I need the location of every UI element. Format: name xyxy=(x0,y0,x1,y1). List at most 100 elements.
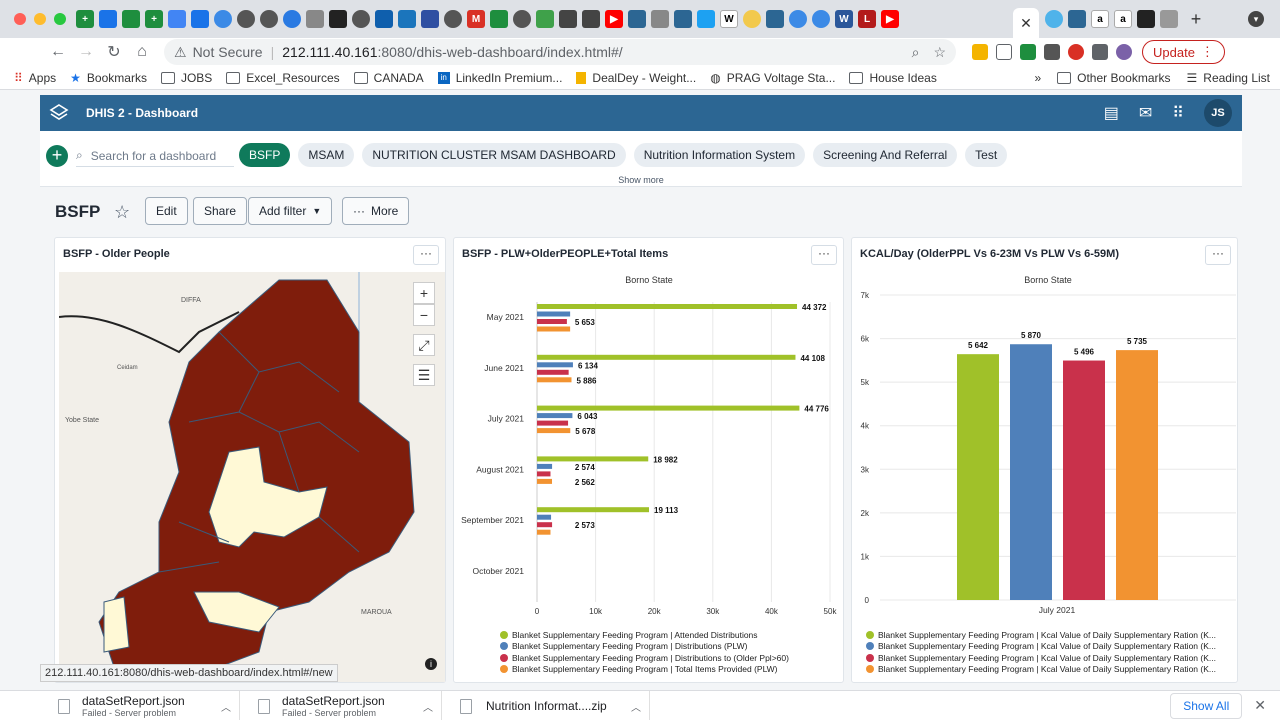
tab-gmail-icon[interactable]: M xyxy=(467,10,485,28)
tab-media-icon[interactable] xyxy=(1137,10,1155,28)
chip-screening[interactable]: Screening And Referral xyxy=(813,143,958,167)
new-tab-icon[interactable]: + xyxy=(1190,8,1202,29)
messages-icon[interactable]: ▤ xyxy=(1103,105,1119,122)
legend-item[interactable]: Blanket Supplementary Feeding Program | … xyxy=(500,664,789,676)
legend-item[interactable]: Blanket Supplementary Feeding Program | … xyxy=(500,629,789,641)
address-bar[interactable]: ⚠ Not Secure | 212.111.40.161:8080/dhis-… xyxy=(164,39,956,65)
mail-icon[interactable]: ✉ xyxy=(1138,105,1153,122)
extension-icon[interactable] xyxy=(972,44,988,60)
reload-icon[interactable]: ↻ xyxy=(107,44,121,61)
bookmark-canada[interactable]: CANADA xyxy=(353,71,424,85)
download-item[interactable]: dataSetReport.json Failed - Server proble… xyxy=(0,690,240,720)
update-button[interactable]: Update ⋮ xyxy=(1142,40,1225,64)
extension-icon[interactable] xyxy=(1068,44,1084,60)
bookmark-dealdey[interactable]: DealDey - Weight... xyxy=(576,71,696,85)
card-menu-button[interactable]: ··· xyxy=(811,245,837,265)
chevron-up-icon[interactable]: ︿ xyxy=(423,702,433,714)
more-button[interactable]: ··· More xyxy=(342,197,410,225)
tab-docs-icon[interactable] xyxy=(168,10,186,28)
tab-leaf-icon[interactable] xyxy=(536,10,554,28)
tab-app-icon[interactable] xyxy=(398,10,416,28)
download-item[interactable]: dataSetReport.json Failed - Server proble… xyxy=(240,690,442,720)
fullscreen-icon[interactable]: ⤢ xyxy=(413,334,435,356)
tab-sun-icon[interactable] xyxy=(743,10,761,28)
tab-word-icon[interactable]: W xyxy=(835,10,853,28)
map-canvas[interactable]: DIFFA Yobe State Ceidam MAROUA + − ⤢ ☰ i xyxy=(59,272,445,682)
tab-file-icon[interactable] xyxy=(191,10,209,28)
tab-dhis-icon[interactable] xyxy=(674,10,692,28)
tab-flag-icon[interactable] xyxy=(421,10,439,28)
tab-text-icon[interactable] xyxy=(306,10,324,28)
tab-circle-icon[interactable] xyxy=(1045,10,1063,28)
extension-icon[interactable] xyxy=(1020,44,1036,60)
bookmark-linkedin[interactable]: in LinkedIn Premium... xyxy=(437,71,562,85)
star-icon[interactable]: ☆ xyxy=(114,202,131,222)
tab-amazon-icon[interactable]: a xyxy=(1091,10,1109,28)
share-button[interactable]: Share xyxy=(193,197,248,225)
tab-outlook-icon[interactable] xyxy=(375,10,393,28)
legend-item[interactable]: Blanket Supplementary Feeding Program | … xyxy=(866,664,1216,676)
edit-button[interactable]: Edit xyxy=(145,197,188,225)
tab-wikipedia-icon[interactable]: W xyxy=(720,10,738,28)
tab-globe-icon[interactable] xyxy=(237,10,255,28)
bookmark-bookmarks[interactable]: ★ Bookmarks xyxy=(70,71,147,85)
tab-globe-icon[interactable] xyxy=(513,10,531,28)
legend-item[interactable]: Blanket Supplementary Feeding Program | … xyxy=(866,652,1216,664)
tab-docs-icon[interactable] xyxy=(99,10,117,28)
chevron-up-icon[interactable]: ︿ xyxy=(221,702,231,714)
search-input[interactable]: Search for a dashboard xyxy=(90,148,217,163)
minimize-window-button[interactable] xyxy=(34,13,46,25)
tab-globe-icon[interactable] xyxy=(260,10,278,28)
chip-msam[interactable]: MSAM xyxy=(298,143,355,167)
back-icon[interactable]: ← xyxy=(50,43,66,60)
tab-cloud-icon[interactable] xyxy=(812,10,830,28)
tab-sheets-icon[interactable]: + xyxy=(76,10,94,28)
home-icon[interactable]: ⌂ xyxy=(137,43,147,60)
tab-youtube-icon[interactable]: ▶ xyxy=(881,10,899,28)
tab-globe-icon[interactable] xyxy=(444,10,462,28)
tab-media-icon[interactable] xyxy=(329,10,347,28)
reading-list[interactable]: ☰ Reading List xyxy=(1187,71,1270,85)
forward-icon[interactable]: → xyxy=(78,43,94,60)
zoom-out-button[interactable]: − xyxy=(413,304,435,326)
user-avatar[interactable]: JS xyxy=(1204,99,1232,127)
bar-chart-svg[interactable]: Borno State 0 10k 20k 30k 40k 50k May 2021 44 37… xyxy=(454,238,845,618)
close-icon[interactable]: ✕ xyxy=(1254,697,1266,713)
bookmark-excel-resources[interactable]: Excel_Resources xyxy=(226,71,340,85)
chevron-up-icon[interactable]: ︿ xyxy=(631,702,641,714)
add-dashboard-button[interactable]: + xyxy=(46,145,68,167)
legend-list-icon[interactable]: ☰ xyxy=(413,364,435,386)
maximize-window-button[interactable] xyxy=(54,13,66,25)
card-menu-button[interactable]: ··· xyxy=(413,245,439,265)
profile-avatar[interactable] xyxy=(1116,44,1132,60)
tab-sheets-icon[interactable] xyxy=(122,10,140,28)
column-chart-svg[interactable]: Borno State 0 1k 2k 3k 4k 5k 6k 7k 5 642 5 870 5 49… xyxy=(852,238,1239,618)
active-tab-close-icon[interactable]: ✕ xyxy=(1013,8,1039,38)
chip-nutrition-info[interactable]: Nutrition Information System xyxy=(633,143,806,167)
tab-cube-icon[interactable] xyxy=(559,10,577,28)
zoom-in-button[interactable]: + xyxy=(413,282,435,304)
apps-menu-icon[interactable]: ⠿ xyxy=(1172,105,1184,122)
tab-gear-icon[interactable] xyxy=(283,10,301,28)
show-more-link[interactable]: Show more xyxy=(618,175,664,185)
dashboard-search[interactable]: ⌕ Search for a dashboard xyxy=(76,145,234,167)
bookmark-star-icon[interactable]: ☆ xyxy=(933,43,946,60)
bookmark-prag[interactable]: ◍ PRAG Voltage Sta... xyxy=(710,71,835,85)
chip-bsfp[interactable]: BSFP xyxy=(239,143,291,167)
legend-item[interactable]: Blanket Supplementary Feeding Program | … xyxy=(866,641,1216,653)
tab-sheets-icon[interactable] xyxy=(490,10,508,28)
tab-amazon-icon[interactable]: a xyxy=(1114,10,1132,28)
add-filter-button[interactable]: Add filter ▼ xyxy=(248,197,333,225)
tab-globe-icon[interactable] xyxy=(352,10,370,28)
card-menu-button[interactable]: ··· xyxy=(1205,245,1231,265)
close-window-button[interactable] xyxy=(14,13,26,25)
other-bookmarks[interactable]: Other Bookmarks xyxy=(1057,71,1171,85)
legend-item[interactable]: Blanket Supplementary Feeding Program | … xyxy=(500,652,789,664)
tab-dhis-icon[interactable] xyxy=(1068,10,1086,28)
tab-cloud-icon[interactable] xyxy=(789,10,807,28)
bookmark-apps[interactable]: ⠿ Apps xyxy=(14,71,56,85)
tab-youtube-icon[interactable]: ▶ xyxy=(605,10,623,28)
show-all-button[interactable]: Show All xyxy=(1170,692,1243,719)
chip-nutrition-cluster[interactable]: NUTRITION CLUSTER MSAM DASHBOARD xyxy=(362,143,626,167)
info-icon[interactable]: i xyxy=(425,658,437,670)
